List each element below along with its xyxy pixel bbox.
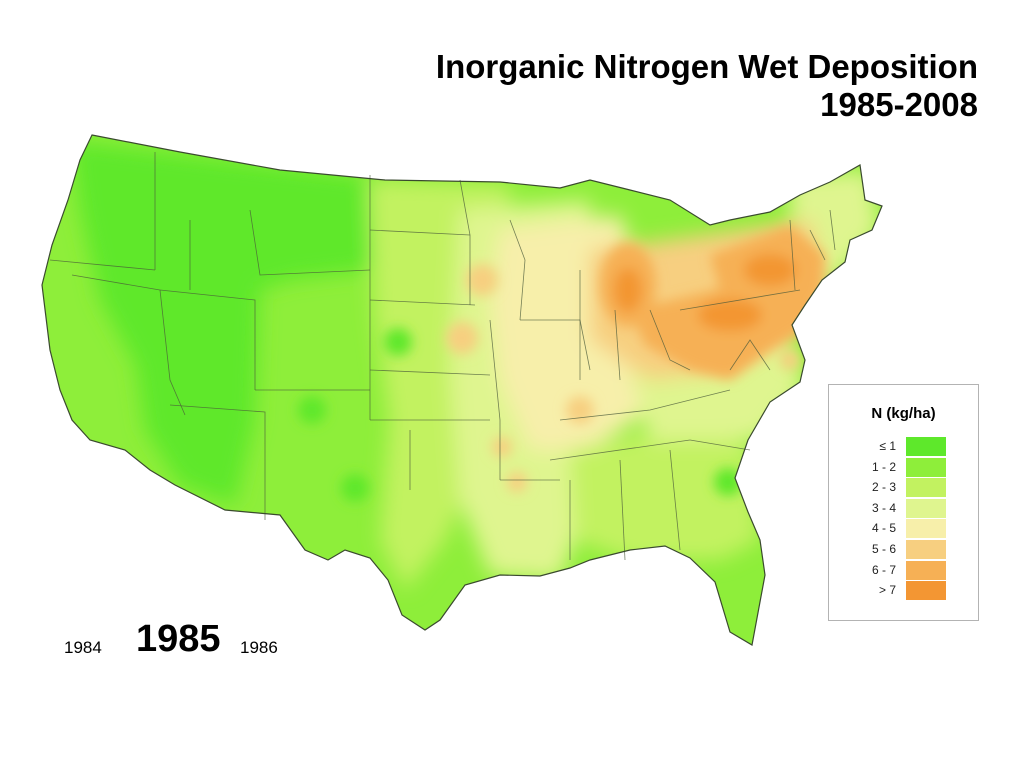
zone-gt7-core-1 [744,254,796,286]
legend-title: N (kg/ha) [871,405,936,422]
previous-year-link[interactable]: 1984 [64,638,102,657]
zone-gt7-core-2 [698,299,762,331]
legend-item-label: 2 - 3 [871,480,896,495]
legend-item: ≤ 1 [829,437,978,457]
legend-item-swatch [906,540,946,559]
legend-item-swatch [906,437,946,456]
legend-item-swatch [906,519,946,539]
hotspot-5 [507,472,527,492]
us-deposition-map [41,134,883,646]
lowspot-2 [341,474,369,502]
hotspot-1 [466,264,498,296]
map-title-line-2: 1985-2008 [820,86,978,123]
legend-item: 5 - 6 [829,540,978,560]
legend-item: 4 - 5 [829,519,978,539]
state-boundaries [49,152,836,561]
legend-item-label: 6 - 7 [871,562,896,577]
map-legend: N (kg/ha) ≤ 1 1 - 2 2 - 3 3 - 4 4 - 5 5 - 6 6 … [828,384,979,621]
legend-item-label: 3 - 4 [871,500,896,515]
map-title-line-1: Inorganic Nitrogen Wet Deposition [435,48,978,85]
legend-item-label: 4 - 5 [871,521,896,536]
current-year-label: 1985 [136,618,221,660]
hotspot-2 [446,322,478,354]
deposition-fill [42,135,882,645]
map-title: Inorganic Nitrogen Wet Deposition 1985-2… [436,48,978,124]
next-year-link[interactable]: 1986 [240,638,278,657]
legend-item-label: 5 - 6 [871,542,896,556]
high-deposition-zones [298,225,825,502]
legend-item: 1 - 2 [829,457,978,478]
legend-item: 3 - 4 [829,498,978,519]
legend-item-swatch [906,560,946,580]
legend-item: > 7 [829,581,978,601]
legend-item-label: 1 - 2 [871,459,896,474]
deposition-zones [70,140,880,590]
legend-item-swatch [906,498,946,518]
lowspot-4 [714,468,742,496]
legend-item-label: > 7 [878,583,896,598]
legend-item-swatch [906,457,946,477]
hotspot-3 [566,396,594,424]
legend-item-label: ≤ 1 [879,439,896,453]
hotspot-6 [780,350,800,370]
legend-item: 6 - 7 [829,560,978,581]
legend-item: 2 - 3 [829,478,978,498]
hotspot-4 [492,437,512,457]
legend-item-swatch [906,478,946,498]
zone-2-3-southeast [570,420,760,560]
legend-item-swatch [906,581,946,601]
lowspot-3 [298,396,326,424]
lowspot-1 [384,328,412,356]
zone-gt7-core-3 [614,268,642,312]
